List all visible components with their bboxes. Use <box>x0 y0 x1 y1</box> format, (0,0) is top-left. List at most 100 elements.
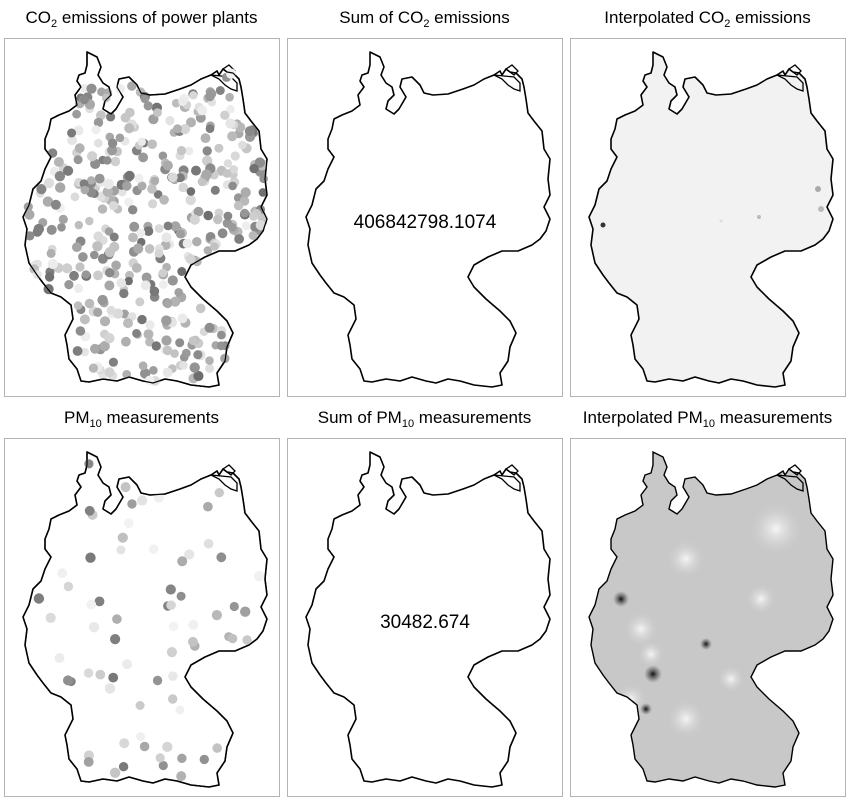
co2-plant-point <box>42 196 54 207</box>
coastline-islands <box>210 464 238 492</box>
co2-plant-point <box>67 135 78 146</box>
pm-station-point <box>227 633 238 644</box>
panel-co2-interp <box>570 38 846 397</box>
co2-plant-point <box>170 349 179 358</box>
co2-plant-point <box>217 228 228 239</box>
co2-plant-point <box>93 270 103 281</box>
title-pm-interp: Interpolated PM10 measurements <box>582 408 833 430</box>
co2-plant-point <box>125 107 135 118</box>
co2-plant-point <box>91 125 101 135</box>
pm-station-point <box>166 600 176 610</box>
title-co2-points: CO2 emissions of power plants <box>25 8 258 30</box>
co2-plant-point <box>175 173 185 183</box>
co2-plant-point <box>165 116 175 126</box>
co2-plant-point <box>72 242 82 253</box>
sum-value-pm: 30482.674 <box>380 612 470 633</box>
co2-plant-point <box>80 347 89 357</box>
co2-plant-point <box>175 338 185 348</box>
map-co2-sum <box>305 51 551 388</box>
co2-plant-point <box>128 232 138 243</box>
germany-outline <box>588 450 834 788</box>
co2-plant-point <box>123 318 133 329</box>
pm-station-point <box>155 753 165 763</box>
co2-plant-point <box>87 151 98 162</box>
pm-station-point <box>137 495 148 506</box>
coastline-islands <box>776 64 804 92</box>
co2-plant-point <box>204 322 215 333</box>
co2-plant-point <box>109 232 119 242</box>
co2-plant-point <box>87 176 96 185</box>
co2-plant-point <box>78 252 88 262</box>
co2-plant-point <box>205 124 215 133</box>
co2-plant-point <box>193 350 203 360</box>
co2-plant-point <box>74 220 84 230</box>
co2-plant-point <box>151 341 161 351</box>
co2-plant-point <box>167 275 178 286</box>
co2-plant-point <box>124 197 134 207</box>
co2-plant-point <box>177 267 187 276</box>
co2-plant-point <box>161 315 172 326</box>
co2-plant-point <box>150 176 160 186</box>
co2-plant-point <box>99 316 111 327</box>
pm-station-point <box>110 634 121 645</box>
co2-plant-point <box>104 333 115 344</box>
co2-plant-point <box>223 159 233 168</box>
panel-pm-points <box>4 438 280 797</box>
pm-station-point <box>188 619 199 630</box>
co2-plant-point <box>193 206 204 217</box>
sum-value-co2: 406842798.1074 <box>353 212 497 233</box>
co2-plant-point <box>213 214 223 225</box>
co2-plant-point <box>99 341 110 352</box>
co2-plant-point <box>143 329 154 340</box>
co2-plant-point <box>147 184 157 194</box>
co2-plant-point <box>121 336 131 347</box>
map-pm-points <box>22 451 268 788</box>
co2-plant-point <box>192 237 202 247</box>
co2-plant-point <box>175 229 185 239</box>
pm-station-point <box>177 556 188 567</box>
co2-plant-point <box>122 181 132 191</box>
pm-station-point <box>95 669 106 680</box>
co2-plant-point <box>43 178 55 189</box>
co2-plant-point <box>226 68 237 79</box>
co2-plant-point <box>106 112 116 122</box>
pm-station-point <box>152 675 163 686</box>
co2-plant-point <box>189 362 200 373</box>
co2-plant-point <box>124 123 135 134</box>
co2-plant-point <box>72 109 81 119</box>
co2-plant-point <box>197 105 208 116</box>
pm-station-point <box>203 501 213 512</box>
co2-plant-point <box>217 330 226 340</box>
co2-plant-point <box>107 145 118 156</box>
co2-plant-point <box>73 155 83 165</box>
co2-plant-point <box>79 179 89 188</box>
pm-station-point <box>135 701 145 710</box>
co2-plant-point <box>238 140 247 150</box>
co2-plant-point <box>182 238 193 249</box>
co2-plant-point <box>134 173 144 183</box>
co2-plant-point <box>255 220 266 231</box>
co2-plant-point <box>75 262 85 272</box>
map-co2-interp <box>588 51 834 388</box>
co2-plant-point <box>163 298 173 309</box>
co2-plant-point <box>228 181 237 191</box>
pm-station-point <box>184 549 195 560</box>
co2-plant-point <box>24 209 35 220</box>
co2-plant-point <box>106 305 116 315</box>
pm-station-point <box>175 705 185 715</box>
pm-station-point <box>176 771 187 782</box>
co2-plant-point <box>46 248 56 258</box>
co2-plant-point <box>240 208 250 218</box>
co2-plant-point <box>185 194 196 206</box>
co2-plant-point <box>129 221 140 232</box>
co2-plant-point <box>124 170 135 181</box>
co2-plant-point <box>193 370 204 382</box>
pm-station-point <box>166 647 177 658</box>
co2-plant-point <box>186 117 196 128</box>
co2-plant-point <box>259 174 268 184</box>
co2-plant-point <box>93 307 103 317</box>
co2-plant-point <box>92 241 103 252</box>
co2-plant-point <box>226 105 235 114</box>
pm-station-point <box>203 538 214 549</box>
co2-plant-point <box>258 188 268 197</box>
